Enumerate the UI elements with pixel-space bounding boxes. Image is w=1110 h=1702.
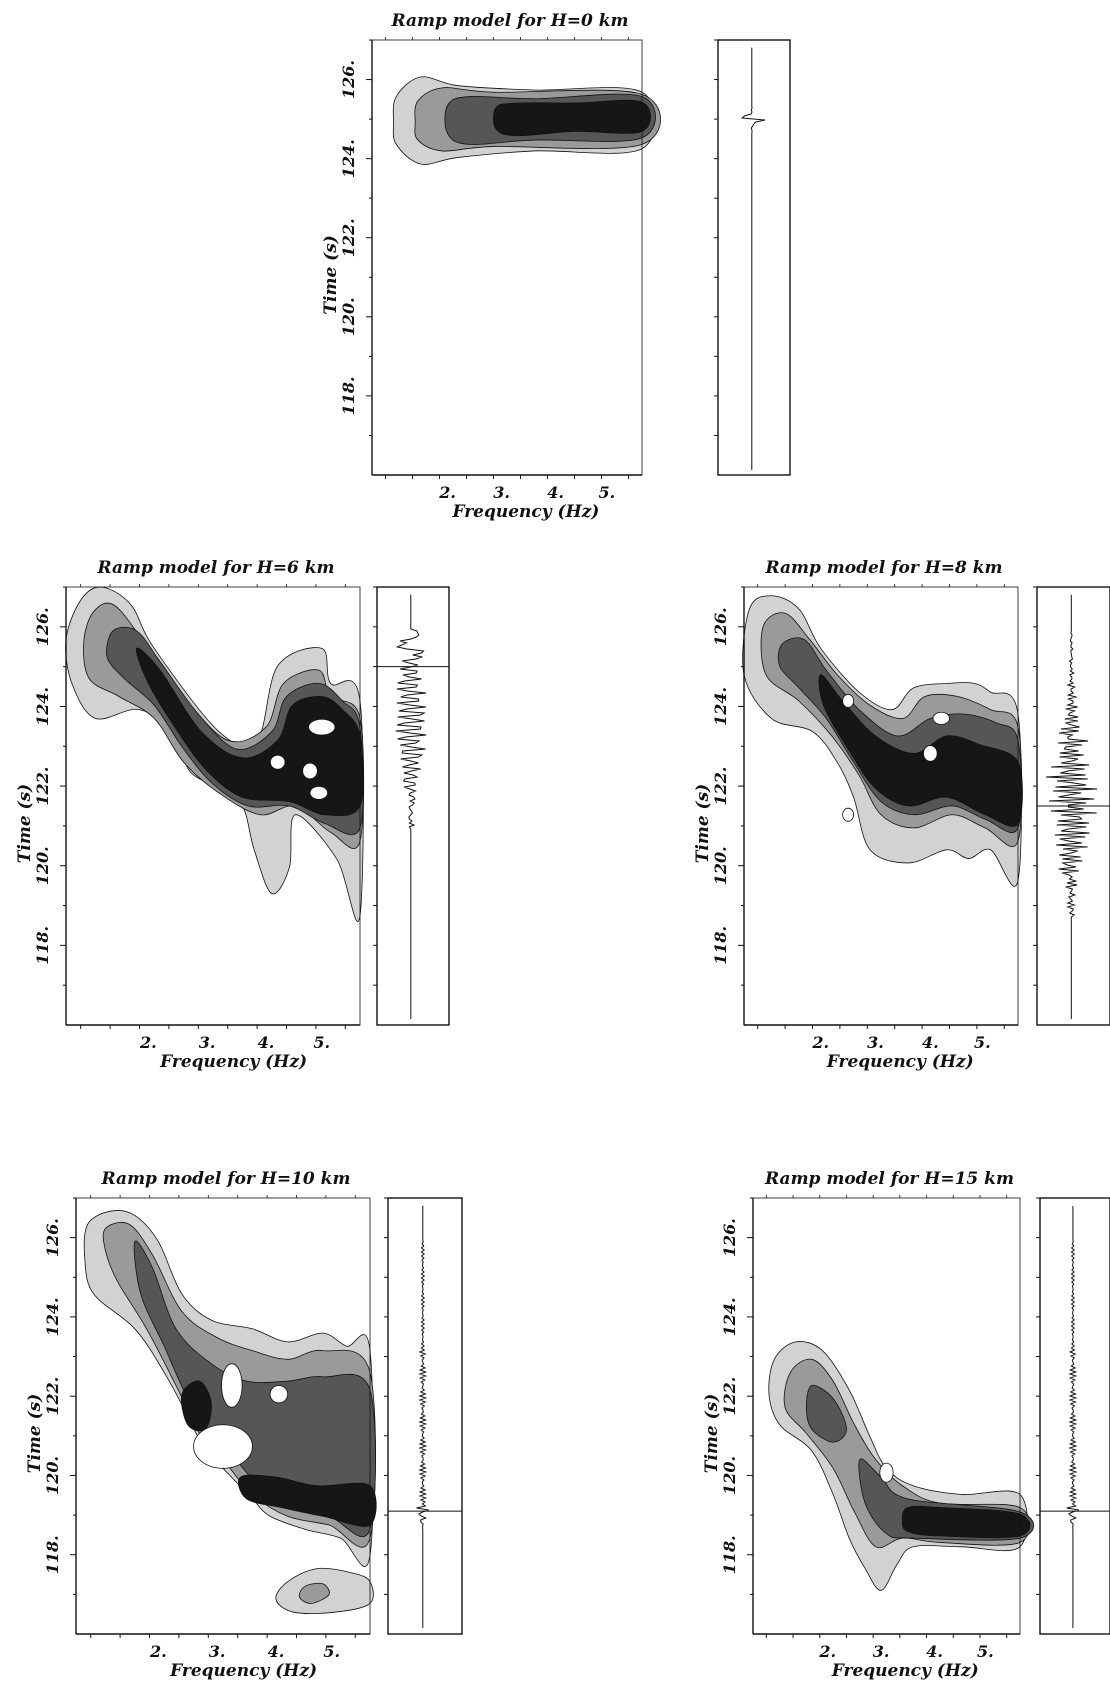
- contour-level-2: [298, 1582, 330, 1604]
- contour-level-4: [902, 1505, 1031, 1539]
- contour-hole: [269, 1385, 289, 1404]
- x-tick-label: 5.: [977, 1642, 994, 1661]
- contour-hole: [309, 785, 329, 800]
- trace-waveform: [740, 47, 766, 470]
- y-tick-label: 122.: [33, 767, 52, 806]
- y-tick-label: 124.: [339, 139, 358, 178]
- y-tick-label: 122.: [43, 1377, 62, 1416]
- contour-field: [83, 1210, 377, 1614]
- y-tick-label: 126.: [339, 60, 358, 99]
- x-tick-label: 2.: [139, 1033, 157, 1052]
- x-tick-label: 5.: [599, 483, 616, 502]
- seismogram-trace: [373, 586, 450, 1026]
- x-tick-label: 3.: [873, 1642, 890, 1661]
- contour-field: [392, 76, 661, 165]
- seismogram-trace: [714, 39, 791, 476]
- contour-hole: [842, 693, 855, 708]
- y-tick-label: 124.: [43, 1297, 62, 1336]
- panel-3: Ramp model for H=8 km 118. 120. 122. 124. 126…: [693, 558, 1110, 1072]
- panel-5: Ramp model for H=15 km 118. 120. 122. 124. 12…: [702, 1169, 1110, 1681]
- contour-hole: [923, 745, 938, 762]
- y-axis-label: Time (s): [693, 784, 713, 864]
- x-tick-label: 5.: [974, 1033, 991, 1052]
- panel-title: Ramp model for H=6 km: [96, 558, 334, 578]
- x-tick-label: 3.: [867, 1033, 884, 1052]
- contour-field: [768, 1341, 1035, 1591]
- x-tick-label: 4.: [258, 1033, 275, 1052]
- contour-hole: [221, 1363, 243, 1408]
- x-tick-label: 4.: [922, 1033, 939, 1052]
- seismogram-trace: [1036, 1197, 1110, 1635]
- y-tick-label: 126.: [33, 607, 52, 646]
- y-tick-label: 122.: [720, 1377, 739, 1416]
- contour-level-4: [180, 1380, 212, 1432]
- y-tick-label: 124.: [720, 1297, 739, 1336]
- trace-waveform: [395, 594, 427, 1019]
- contour-field: [742, 595, 1023, 887]
- trace-waveform: [416, 1205, 429, 1628]
- x-tick-label: 3.: [199, 1033, 216, 1052]
- seismogram-trace: [1033, 586, 1110, 1026]
- y-tick-label: 118.: [711, 926, 730, 965]
- x-tick-label: 3.: [209, 1642, 226, 1661]
- x-axis-label: Frequency (Hz): [159, 1052, 307, 1072]
- trace-waveform: [1066, 1206, 1080, 1628]
- x-axis-label: Frequency (Hz): [451, 502, 599, 522]
- contour-hole: [193, 1424, 253, 1469]
- y-axis-label: Time (s): [321, 235, 341, 315]
- y-tick-label: 118.: [33, 926, 52, 965]
- y-tick-label: 126.: [43, 1218, 62, 1257]
- y-tick-label: 126.: [711, 607, 730, 646]
- y-tick-label: 120.: [43, 1456, 62, 1495]
- contour-hole: [269, 754, 286, 770]
- contour-level-3: [805, 1384, 847, 1443]
- panel-4: Ramp model for H=10 km 118. 120. 122. 124. 12…: [25, 1169, 463, 1681]
- y-axis-label: Time (s): [25, 1394, 45, 1474]
- contour-level-4: [493, 99, 651, 137]
- y-tick-label: 126.: [720, 1218, 739, 1257]
- x-tick-label: 2.: [438, 483, 456, 502]
- x-tick-label: 3.: [493, 483, 510, 502]
- x-axis-label: Frequency (Hz): [826, 1052, 974, 1072]
- y-tick-label: 120.: [339, 297, 358, 336]
- y-tick-label: 120.: [33, 846, 52, 885]
- panel-title: Ramp model for H=8 km: [764, 558, 1002, 578]
- x-tick-label: 4.: [268, 1642, 285, 1661]
- trace-frame: [376, 586, 450, 1026]
- panel-1: Ramp model for H=0 km 118. 120. 122. 124. 126…: [321, 11, 791, 522]
- y-tick-label: 118.: [43, 1535, 62, 1574]
- y-tick-label: 122.: [339, 218, 358, 257]
- panel-title: Ramp model for H=10 km: [101, 1169, 351, 1189]
- contour-hole: [842, 807, 855, 822]
- y-tick-label: 122.: [711, 767, 730, 806]
- x-axis-label: Frequency (Hz): [831, 1661, 979, 1681]
- x-tick-label: 5.: [313, 1033, 330, 1052]
- panel-title: Ramp model for H=15 km: [764, 1169, 1014, 1189]
- contour-hole: [308, 718, 336, 736]
- contour-hole: [302, 762, 318, 780]
- contour-field: [65, 586, 365, 922]
- y-tick-label: 120.: [720, 1456, 739, 1495]
- y-tick-label: 124.: [33, 687, 52, 726]
- x-tick-label: 4.: [926, 1642, 943, 1661]
- x-tick-label: 2.: [818, 1642, 836, 1661]
- contour-hole: [879, 1462, 894, 1483]
- contour-hole: [932, 711, 950, 725]
- x-axis-label: Frequency (Hz): [169, 1661, 317, 1681]
- seismogram-trace: [384, 1197, 463, 1635]
- x-tick-label: 2.: [811, 1033, 829, 1052]
- x-tick-label: 4.: [547, 483, 564, 502]
- y-tick-label: 118.: [720, 1535, 739, 1574]
- panel-2: Ramp model for H=6 km 118. 120. 122. 124. 126…: [15, 558, 450, 1072]
- y-axis-label: Time (s): [15, 784, 35, 864]
- panel-title: Ramp model for H=0 km: [390, 11, 628, 31]
- y-axis-label: Time (s): [702, 1394, 722, 1474]
- y-tick-label: 118.: [339, 376, 358, 415]
- x-tick-label: 5.: [323, 1642, 340, 1661]
- trace-frame: [717, 39, 791, 476]
- x-tick-label: 2.: [149, 1642, 167, 1661]
- y-tick-label: 124.: [711, 687, 730, 726]
- y-tick-label: 120.: [711, 846, 730, 885]
